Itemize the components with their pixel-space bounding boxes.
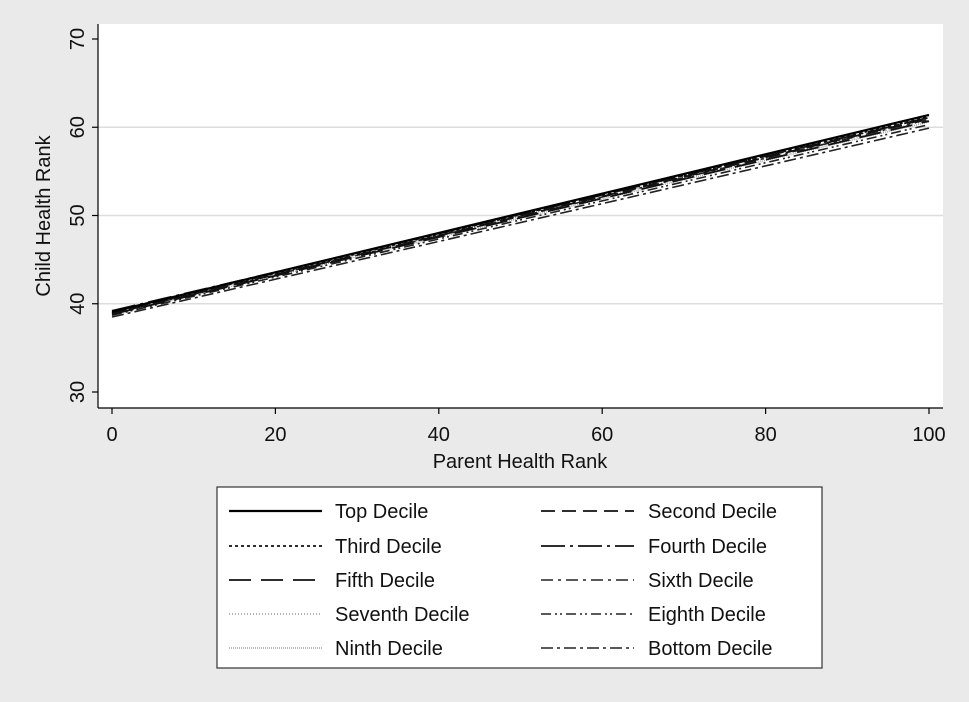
series-line-top-decile [111, 113, 930, 313]
x-tick-label: 100 [912, 424, 945, 446]
legend: Top Decile Second Decile Third Decile Fourt… [229, 501, 777, 660]
legend-label-second-decile: Second Decile [648, 501, 777, 523]
y-tick-label: 30 [67, 381, 89, 403]
y-ticks: 30 40 50 60 70 [67, 28, 98, 403]
legend-label-seventh-decile: Seventh Decile [335, 604, 470, 626]
x-tick-label: 80 [754, 424, 776, 446]
series-line-sixth-decile [111, 118, 930, 315]
legend-label-eighth-decile: Eighth Decile [648, 604, 766, 626]
legend-label-bottom-decile: Bottom Decile [648, 638, 773, 660]
series-line-seventh-decile [111, 119, 930, 314]
series-line-eighth-decile [111, 123, 930, 317]
legend-label-top-decile: Top Decile [335, 501, 428, 523]
legend-label-fifth-decile: Fifth Decile [335, 570, 435, 592]
x-tick-label: 60 [591, 424, 613, 446]
y-tick-label: 70 [67, 28, 89, 50]
legend-label-third-decile: Third Decile [335, 536, 442, 558]
y-tick-label: 40 [67, 293, 89, 315]
x-tick-label: 40 [428, 424, 450, 446]
x-axis-title: Parent Health Rank [433, 451, 609, 473]
legend-label-ninth-decile: Ninth Decile [335, 638, 443, 660]
x-ticks: 0 20 40 60 80 100 [106, 408, 946, 446]
y-axis-title: Child Health Rank [33, 134, 55, 296]
series-line-second-decile [111, 117, 930, 315]
series-line-bottom-decile [111, 127, 930, 318]
x-tick-label: 0 [106, 424, 117, 446]
legend-label-fourth-decile: Fourth Decile [648, 536, 767, 558]
series-lines [111, 113, 930, 318]
y-tick-label: 60 [67, 116, 89, 138]
legend-label-sixth-decile: Sixth Decile [648, 570, 754, 592]
y-tick-label: 50 [67, 204, 89, 226]
x-tick-label: 20 [264, 424, 286, 446]
legend-box [216, 486, 823, 669]
series-line-fifth-decile [111, 120, 930, 316]
